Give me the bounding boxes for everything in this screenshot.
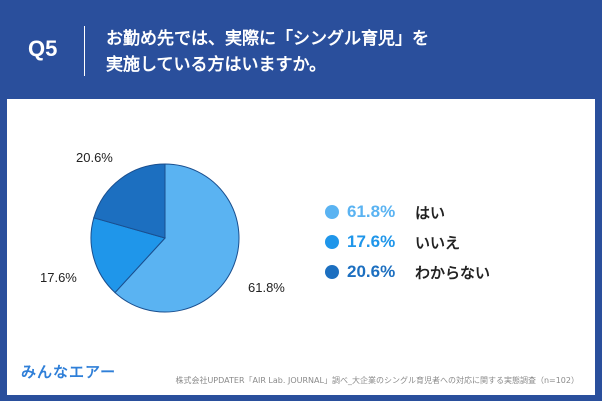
legend-label-unknown: わからない — [415, 263, 491, 282]
brand-logo: みんなエアー — [21, 363, 117, 381]
slice-label-no: 17.6% — [40, 270, 77, 285]
legend-dot-no — [325, 235, 339, 249]
pie-slice-yes — [114, 163, 240, 313]
legend: 61.8% はい 17.6% いいえ 20.6% わからない — [325, 197, 490, 287]
legend-label-no: いいえ — [415, 233, 461, 252]
question-text: お勤め先では、実際に「シングル育児」を 実施している方はいますか。 — [106, 26, 576, 78]
legend-pct-unknown: 20.6% — [347, 262, 396, 281]
source-note: 株式会社UPDATER「AIR Lab. JOURNAL」調べ_大企業のシングル… — [175, 376, 579, 385]
legend-item-unknown: 20.6% わからない — [325, 257, 490, 287]
pie-chart — [90, 163, 240, 313]
legend-dot-unknown — [325, 265, 339, 279]
pie-slice-no — [90, 217, 166, 294]
question-line-1: お勤め先では、実際に「シングル育児」を — [106, 29, 429, 49]
legend-pct-no: 17.6% — [347, 232, 396, 251]
legend-item-yes: 61.8% はい — [325, 197, 490, 227]
question-number: Q5 — [28, 36, 58, 61]
slice-label-yes: 61.8% — [248, 280, 285, 295]
legend-label-yes: はい — [415, 203, 446, 222]
legend-pct-yes: 61.8% — [347, 202, 396, 221]
slice-label-unknown: 20.6% — [76, 150, 113, 165]
chart-card: 61.8% 17.6% 20.6% 61.8% はい 17.6% いいえ 20.… — [7, 99, 595, 395]
legend-dot-yes — [325, 205, 339, 219]
header-divider — [84, 26, 85, 76]
pie-slice-unknown — [93, 163, 166, 239]
question-header: Q5 お勤め先では、実際に「シングル育児」を 実施している方はいますか。 — [0, 0, 602, 98]
legend-item-no: 17.6% いいえ — [325, 227, 490, 257]
question-line-2: 実施している方はいますか。 — [106, 55, 327, 75]
